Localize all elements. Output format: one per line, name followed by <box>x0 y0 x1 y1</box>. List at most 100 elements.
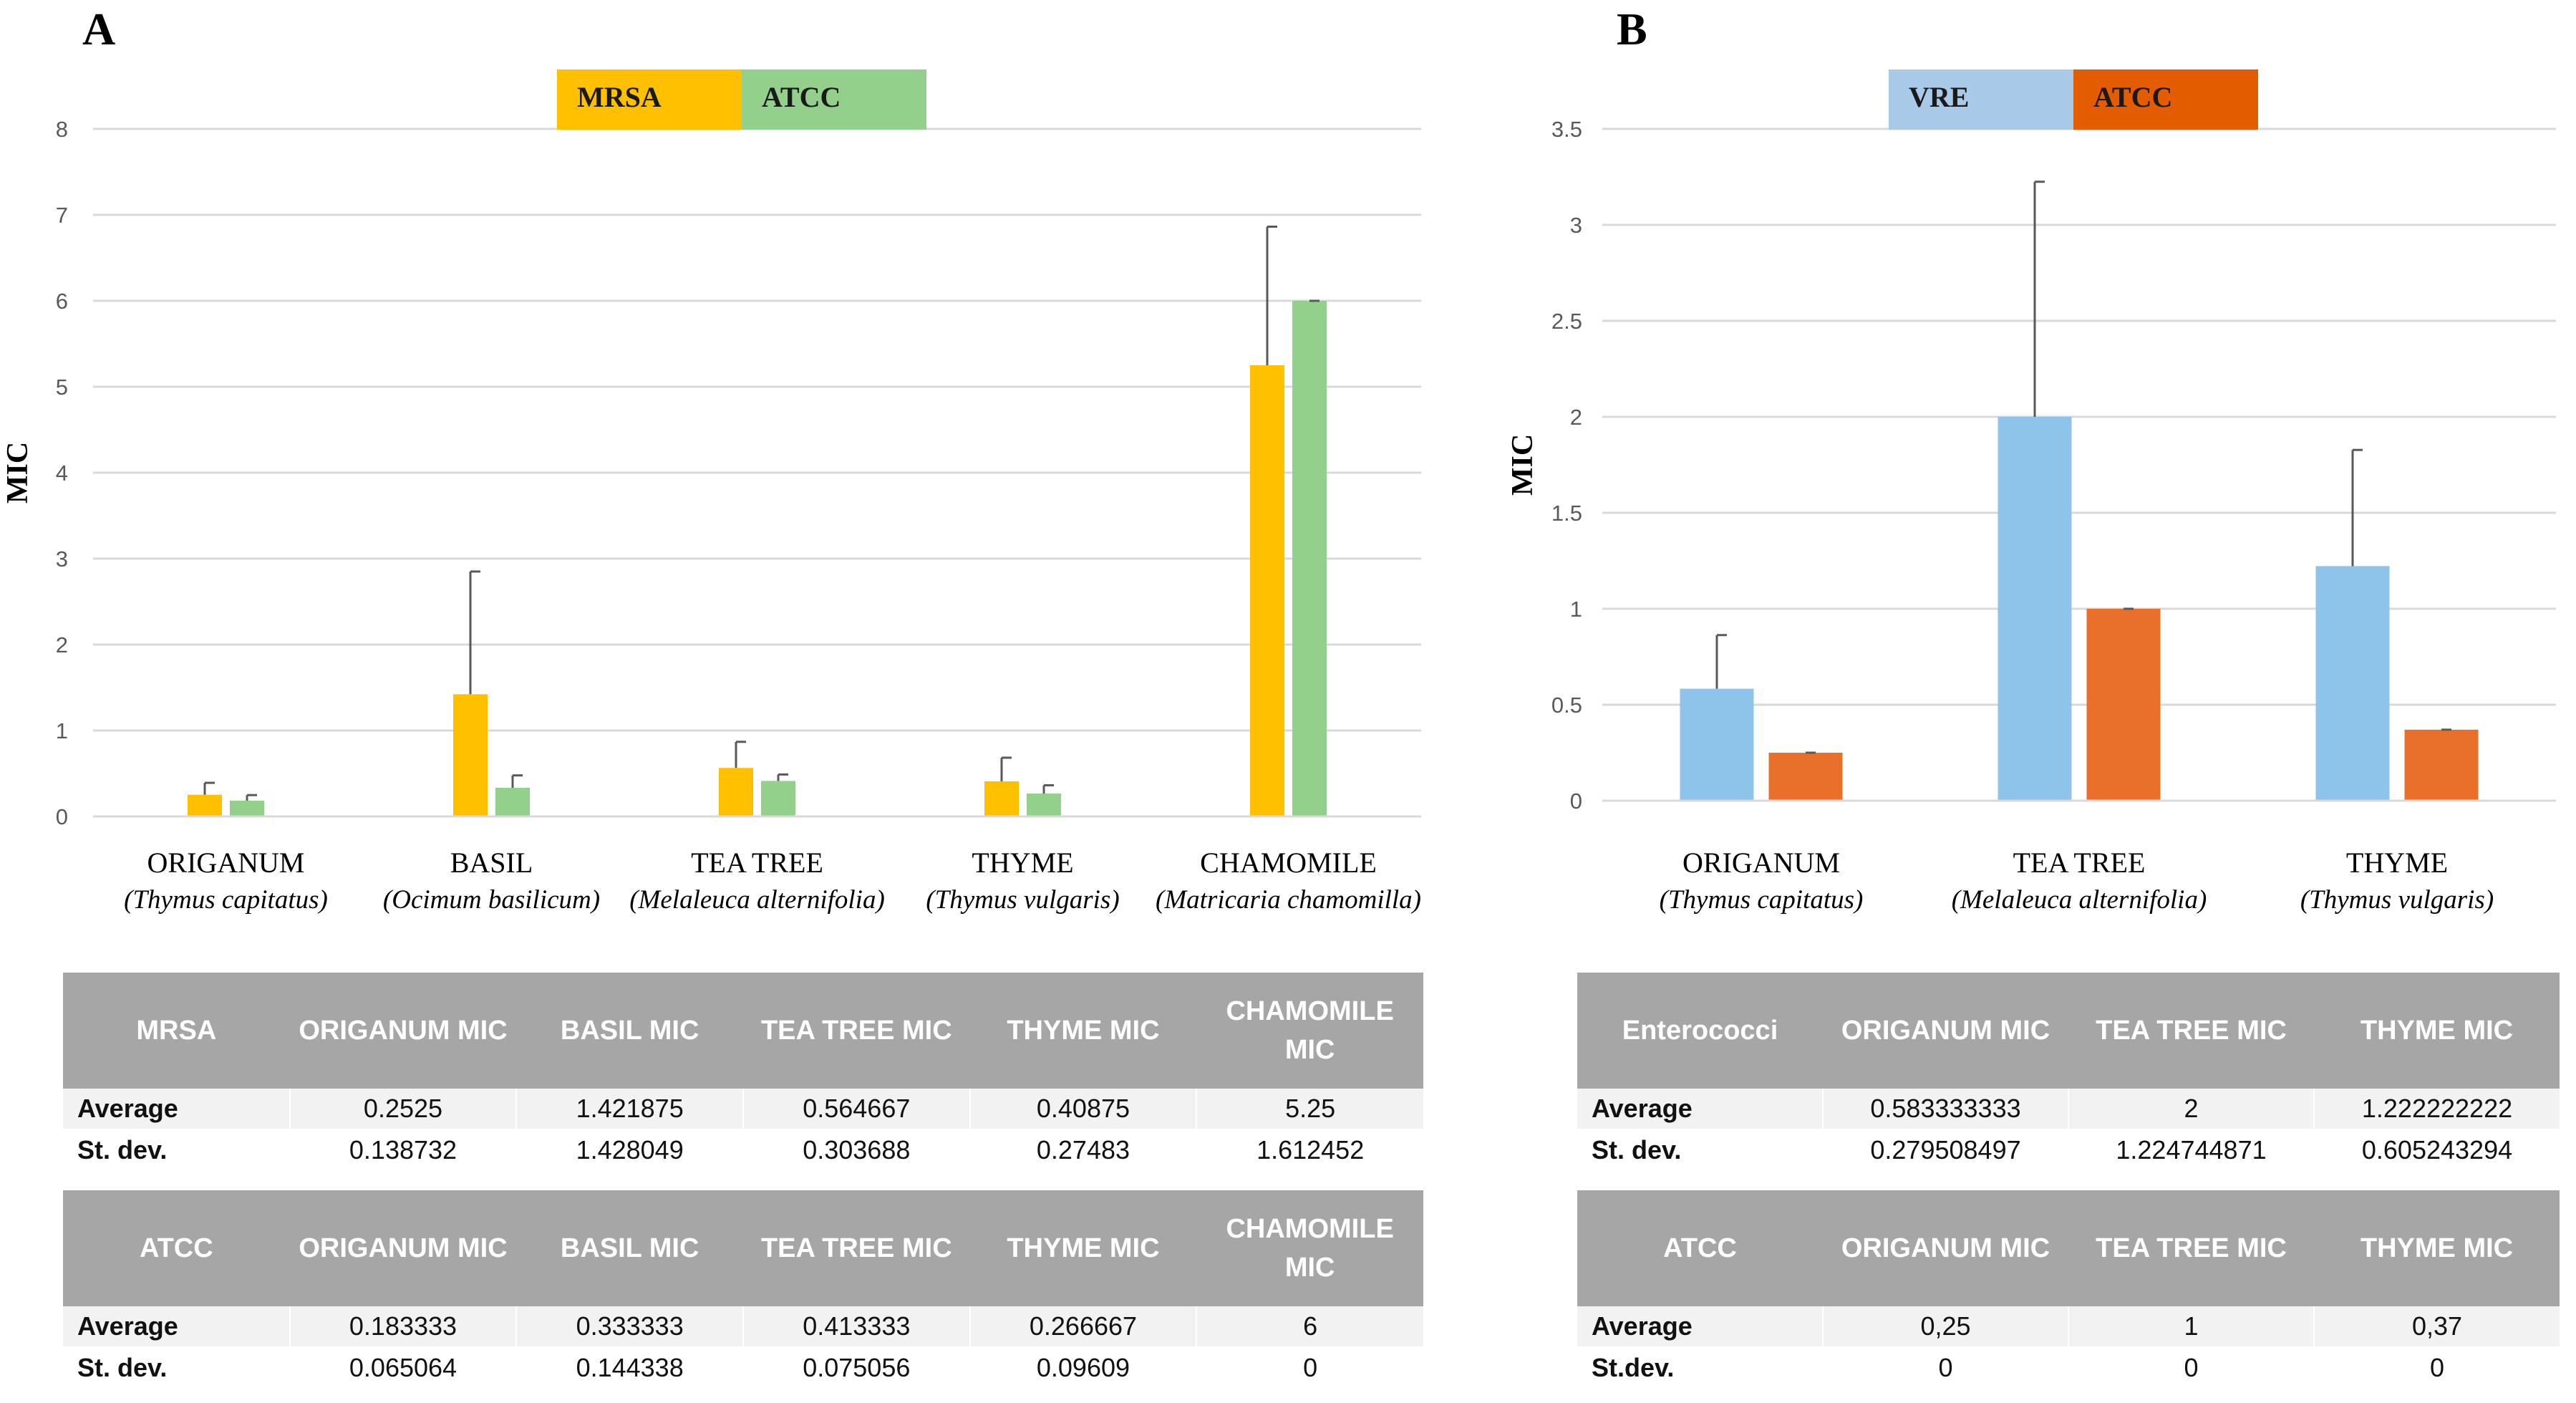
table-header-cell: BASIL MIC <box>516 1190 743 1306</box>
y-tick-label: 2 <box>56 632 68 657</box>
category-label: THYME <box>972 847 1073 879</box>
table-header-cell: THYME MIC <box>2314 1190 2560 1306</box>
bar-atcc-2 <box>2404 729 2479 801</box>
table-header-cell: ORIGANUM MIC <box>1823 1190 2068 1306</box>
panel-label: A <box>82 4 115 54</box>
bar-vre-2 <box>2315 566 2390 801</box>
table-header-cell: THYME MIC <box>969 1190 1197 1306</box>
table-cell: 0.09609 <box>969 1347 1198 1389</box>
y-tick-label: 1 <box>1570 597 1582 622</box>
category-latin-label: (Ocimum basilicum) <box>383 885 600 915</box>
row-label: Average <box>1577 1306 1824 1348</box>
table-cell: 0.303688 <box>742 1129 971 1172</box>
table-header-cell: TEA TREE MIC <box>2068 973 2314 1089</box>
stats-table-a: MRSA ORIGANUM MIC BASIL MIC TEA TREE MIC THY… <box>63 973 1423 1389</box>
y-tick-label: 1 <box>56 718 68 743</box>
row-label: Average <box>1577 1089 1824 1130</box>
category-latin-label: (Thymus vulgaris) <box>926 885 1119 915</box>
table-cell: 0 <box>2314 1347 2560 1389</box>
table-header-cell: ORIGANUM MIC <box>1823 973 2068 1089</box>
bar-mrsa-0 <box>188 794 222 816</box>
table-row: Average 0.2525 1.421875 0.564667 0.40875 5.25 <box>63 1089 1423 1130</box>
table-header-cell: ORIGANUM MIC <box>289 973 517 1089</box>
table-header-cell: CHAMOMILE MIC <box>1196 973 1423 1089</box>
category-latin-label: (Melaleuca alternifolia) <box>1952 885 2207 915</box>
legend-label: ATCC <box>762 81 841 113</box>
y-tick-label: 2.5 <box>1551 309 1582 334</box>
y-tick-label: 6 <box>56 289 68 314</box>
table-cell: 0.183333 <box>289 1306 518 1348</box>
table-row: St.dev. 0 0 0 <box>1577 1347 2560 1389</box>
table-cell: 0 <box>1196 1347 1423 1389</box>
table-row: St. dev. 0.279508497 1.224744871 0.60524329… <box>1577 1129 2560 1172</box>
table-cell: 0.40875 <box>969 1089 1198 1130</box>
category-latin-label: (Thymus vulgaris) <box>2300 885 2494 915</box>
category-label: ORIGANUM <box>147 847 305 879</box>
bar-mrsa-2 <box>719 768 753 816</box>
y-tick-label: 5 <box>56 375 68 400</box>
category-label: BASIL <box>450 847 533 879</box>
table-cell: 0.605243294 <box>2314 1129 2560 1172</box>
table-cell: 0,37 <box>2314 1306 2560 1348</box>
bar-atcc-2 <box>761 781 795 816</box>
table-cell: 0.2525 <box>289 1089 518 1130</box>
row-label: St. dev. <box>1577 1129 1824 1172</box>
chart-b: B 0 0.5 1 1.5 2 2.5 3 3.5 MIC VRE ATCC ORIGANUM (Thym… <box>1506 4 2556 915</box>
table-cell: 0 <box>2068 1347 2315 1389</box>
y-tick-label: 1.5 <box>1551 501 1582 526</box>
category-label: CHAMOMILE <box>1200 847 1377 879</box>
table-cell: 0.144338 <box>516 1347 744 1389</box>
bar-mrsa-1 <box>453 694 488 816</box>
row-label: St. dev. <box>63 1347 291 1389</box>
legend-swatch-atcc <box>2073 69 2258 130</box>
table-cell: 0.564667 <box>742 1089 971 1130</box>
bar-atcc-4 <box>1292 301 1327 816</box>
table-header-row: ATCC ORIGANUM MIC BASIL MIC TEA TREE MIC THY… <box>63 1190 1423 1306</box>
table-cell: 1.612452 <box>1196 1129 1423 1172</box>
table-cell: 0.27483 <box>969 1129 1198 1172</box>
table-header-cell: BASIL MIC <box>516 973 743 1089</box>
row-label: St.dev. <box>1577 1347 1824 1389</box>
table-cell: 1.428049 <box>516 1129 744 1172</box>
table-cell: 0.075056 <box>742 1347 971 1389</box>
table-header-row: ATCC ORIGANUM MIC TEA TREE MIC THYME MIC <box>1577 1190 2560 1306</box>
row-label: Average <box>63 1089 291 1130</box>
table-header-cell: ORIGANUM MIC <box>289 1190 517 1306</box>
table-cell: 0.583333333 <box>1823 1089 2069 1130</box>
legend-swatch-mrsa <box>557 69 742 130</box>
legend-label: VRE <box>1909 81 1969 113</box>
category-latin-label: (Thymus capitatus) <box>1660 885 1864 915</box>
table-cell: 1.222222222 <box>2314 1089 2560 1130</box>
table-cell: 0.279508497 <box>1823 1129 2069 1172</box>
y-axis-label: MIC <box>1506 434 1539 496</box>
table-cell: 1 <box>2068 1306 2315 1348</box>
bar-mrsa-4 <box>1250 365 1284 816</box>
table-header-cell: THYME MIC <box>2314 973 2560 1089</box>
category-latin-label: (Matricaria chamomilla) <box>1156 885 1421 915</box>
legend-swatch-atcc <box>742 69 926 130</box>
category-label: TEA TREE <box>2013 847 2146 879</box>
y-tick-label: 3 <box>56 546 68 572</box>
table-cell: 0.138732 <box>289 1129 518 1172</box>
table-header-cell: TEA TREE MIC <box>742 1190 970 1306</box>
table-cell: 1.224744871 <box>2068 1129 2315 1172</box>
bar-atcc-0 <box>1768 753 1843 801</box>
panel-label: B <box>1617 4 1647 54</box>
table-cell: 1.421875 <box>516 1089 744 1130</box>
y-axis-label: MIC <box>1 442 34 503</box>
category-label: ORIGANUM <box>1682 847 1840 879</box>
table-cell: 0 <box>1823 1347 2069 1389</box>
category-label: THYME <box>2346 847 2448 879</box>
bar-vre-1 <box>1998 417 2072 801</box>
y-tick-label: 3 <box>1570 213 1582 238</box>
bar-atcc-1 <box>495 788 530 816</box>
table-row: Average 0.583333333 2 1.222222222 <box>1577 1089 2560 1130</box>
y-tick-label: 3.5 <box>1551 117 1582 142</box>
table-row: St. dev. 0.065064 0.144338 0.075056 0.09609 0 <box>63 1347 1423 1389</box>
legend-label: MRSA <box>577 81 662 113</box>
row-label: St. dev. <box>63 1129 291 1172</box>
table-header-cell: TEA TREE MIC <box>742 973 970 1089</box>
y-tick-label: 0 <box>56 804 68 829</box>
table-cell: 5.25 <box>1196 1089 1423 1130</box>
y-tick-label: 0 <box>1570 789 1582 814</box>
